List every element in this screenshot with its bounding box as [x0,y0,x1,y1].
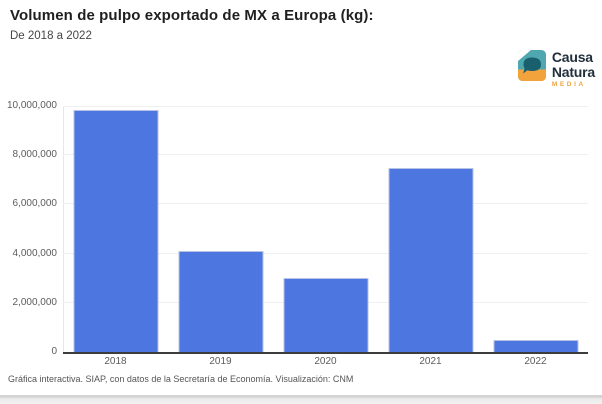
causa-natura-logo[interactable]: Causa Natura MEDIA [517,50,595,88]
x-tick-label-2021: 2021 [419,356,442,367]
y-tick-label-8000000: 8,000,000 [12,149,58,160]
bar-band-2018 [63,106,168,352]
bottom-edge-strip [0,395,602,404]
gridline [63,253,588,254]
y-axis-labels: 0 2,000,000 4,000,000 6,000,000 8,000,000 10,… [0,100,58,357]
bar-series [63,106,588,352]
y-tick-label-0: 0 [51,346,57,357]
x-axis-line [63,352,588,354]
bar-band-2021 [378,106,483,352]
y-tick-label-6000000: 6,000,000 [12,198,58,209]
bar-band-2019 [168,106,273,352]
plot-area [63,106,588,352]
y-tick-label-4000000: 4,000,000 [12,248,58,259]
x-tick-label-2019: 2019 [209,356,232,367]
footer-source-note: Gráfica interactiva. SIAP, con datos de … [8,374,354,384]
page-title: Volumen de pulpo exportado de MX a Europ… [10,7,374,24]
logo-name-line2: Natura [551,63,595,80]
gridline [63,203,588,204]
logo-name-line1: Causa [551,49,593,65]
y-axis-line [63,106,64,352]
page-subtitle: De 2018 a 2022 [10,30,92,42]
y-tick-label-2000000: 2,000,000 [12,297,58,308]
bar-band-2022 [483,106,588,352]
gridline [63,154,588,155]
bar-2021[interactable] [388,168,473,352]
x-axis-labels: 2018 2019 2020 2021 2022 [63,356,588,367]
causa-natura-logo-icon [517,50,546,86]
y-tick-label-10000000: 10,000,000 [6,100,57,111]
gridline [63,106,588,107]
bar-2018[interactable] [73,110,158,352]
x-tick-label-2022: 2022 [524,356,547,367]
bar-2020[interactable] [283,278,368,352]
bar-2022[interactable] [493,340,578,352]
x-tick-label-2018: 2018 [104,356,127,367]
logo-media-label: MEDIA [551,81,586,88]
causa-natura-logo-text: Causa Natura MEDIA [552,50,595,88]
bar-2019[interactable] [178,251,263,352]
bar-band-2020 [273,106,378,352]
x-tick-label-2020: 2020 [314,356,337,367]
